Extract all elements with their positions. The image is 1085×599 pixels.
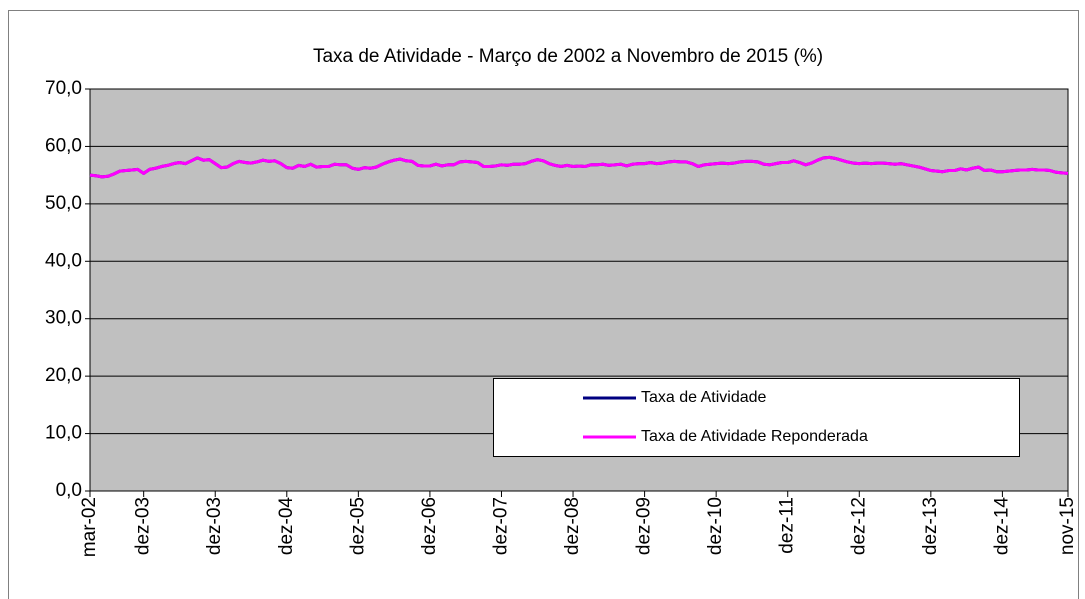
x-tick-label: dez-03: [204, 497, 225, 555]
y-tick-label: 0,0: [56, 480, 82, 501]
x-tick-label: nov-15: [1057, 497, 1078, 555]
x-tick-label: dez-09: [634, 497, 655, 555]
x-tick-label: dez-07: [490, 497, 511, 555]
series-line: [89, 155, 1069, 179]
x-tick-label: dez-04: [276, 497, 297, 556]
y-tick-label: 40,0: [45, 250, 82, 271]
x-tick-label: dez-11: [777, 497, 798, 554]
legend-label: Taxa de Atividade: [641, 389, 767, 406]
x-tick-label: dez-14: [991, 497, 1012, 556]
x-tick-label: mar-02: [79, 497, 100, 557]
y-tick-label: 70,0: [45, 78, 82, 99]
x-tick-label: dez-06: [419, 497, 440, 555]
y-tick-label: 30,0: [45, 308, 82, 329]
x-tick-label: dez-10: [705, 497, 726, 555]
legend-label: Taxa de Atividade Reponderada: [641, 428, 868, 445]
x-tick-label: dez-03: [133, 497, 154, 555]
legend-box: [493, 378, 1020, 457]
x-tick-label: dez-12: [848, 497, 869, 555]
y-tick-label: 20,0: [45, 365, 82, 386]
y-tick-label: 10,0: [45, 423, 82, 444]
y-tick-label: 50,0: [45, 193, 82, 214]
y-tick-label: 60,0: [45, 135, 82, 156]
x-tick-label: dez-08: [562, 497, 583, 555]
plot-border: [89, 88, 1069, 492]
x-tick-label: dez-05: [347, 497, 368, 555]
chart-title: Taxa de Atividade - Março de 2002 a Nove…: [313, 46, 823, 67]
x-tick-label: dez-13: [920, 497, 941, 555]
